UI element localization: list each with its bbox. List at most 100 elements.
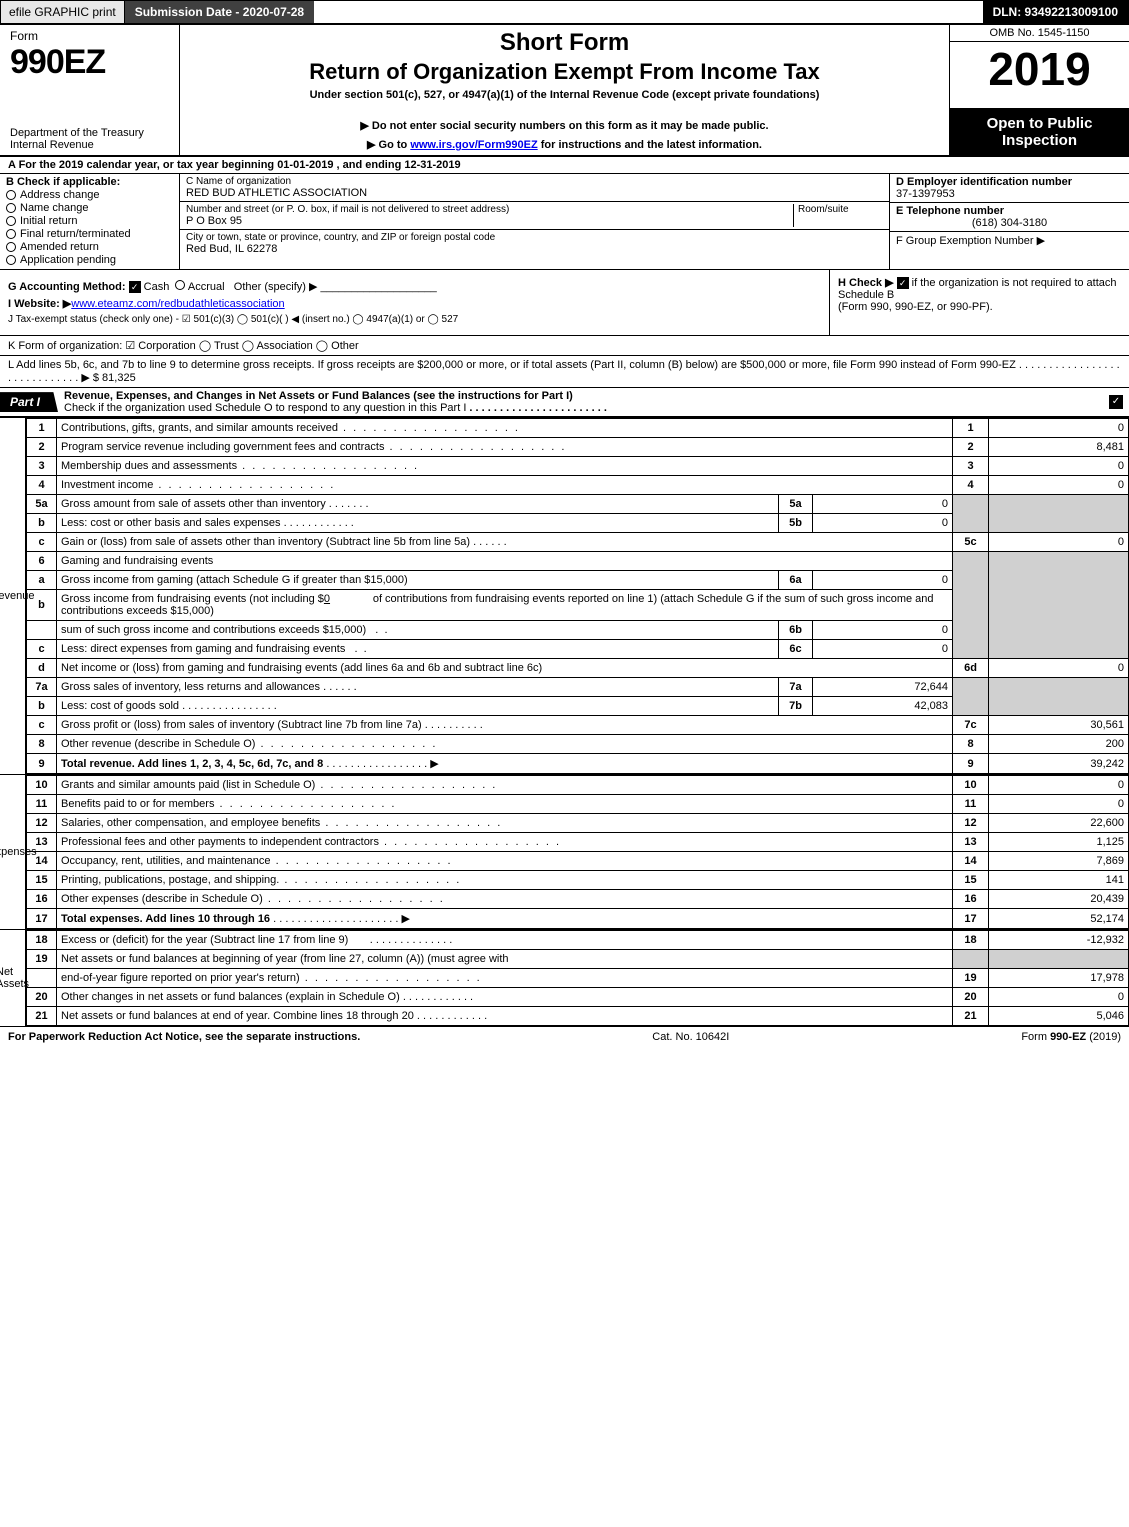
line-val: 17,978 (989, 969, 1129, 988)
website-link[interactable]: www.eteamz.com/redbudathleticassociation (71, 298, 284, 310)
line-val: 8,481 (989, 438, 1129, 457)
section-b: B Check if applicable: Address change Na… (0, 174, 180, 269)
c-street-label: Number and street (or P. O. box, if mail… (186, 204, 793, 215)
circle-icon[interactable] (6, 203, 16, 213)
line-desc: Other revenue (describe in Schedule O) (61, 738, 255, 750)
dept-line1: Department of the Treasury (10, 127, 175, 139)
line-val: 0 (989, 776, 1129, 795)
line-desc: Investment income (61, 479, 153, 491)
line-16: 16Other expenses (describe in Schedule O… (27, 890, 1129, 909)
d-value: 37-1397953 (896, 188, 1123, 200)
line-desc: end-of-year figure reported on prior yea… (61, 972, 300, 984)
checkbox-cash[interactable]: ✓ (129, 281, 141, 293)
l-gross-receipts: L Add lines 5b, 6c, and 7b to line 9 to … (0, 356, 1129, 387)
circle-icon[interactable] (6, 216, 16, 226)
b-item-pending: Application pending (6, 254, 173, 266)
footer-right: Form 990-EZ (2019) (1021, 1031, 1121, 1043)
return-title: Return of Organization Exempt From Incom… (188, 59, 941, 85)
line-18: 18Excess or (deficit) for the year (Subt… (27, 931, 1129, 950)
line-13: 13Professional fees and other payments t… (27, 833, 1129, 852)
d-ein: D Employer identification number 37-1397… (890, 174, 1129, 203)
b-item-final: Final return/terminated (6, 228, 173, 240)
line-10: 10Grants and similar amounts paid (list … (27, 776, 1129, 795)
revenue-side: Revenue (0, 418, 26, 774)
d-label: D Employer identification number (896, 176, 1123, 188)
line-7a: 7aGross sales of inventory, less returns… (27, 678, 1129, 697)
circle-icon[interactable] (6, 190, 16, 200)
line-1: 1Contributions, gifts, grants, and simil… (27, 419, 1129, 438)
b-item-label: Name change (20, 202, 89, 214)
g-label: G Accounting Method: (8, 281, 126, 293)
line-val: 22,600 (989, 814, 1129, 833)
e-label: E Telephone number (896, 205, 1123, 217)
page-footer: For Paperwork Reduction Act Notice, see … (0, 1027, 1129, 1047)
part1-title: Revenue, Expenses, and Changes in Net As… (64, 390, 573, 402)
b-item-label: Amended return (20, 241, 99, 253)
expenses-table: 10Grants and similar amounts paid (list … (26, 775, 1129, 929)
goto-link[interactable]: www.irs.gov/Form990EZ (410, 139, 537, 151)
i-website: I Website: ▶www.eteamz.com/redbudathleti… (8, 297, 821, 310)
line-5c: cGain or (loss) from sale of assets othe… (27, 533, 1129, 552)
g-cash: Cash (144, 281, 170, 293)
line-2: 2Program service revenue including gover… (27, 438, 1129, 457)
goto-pre: ▶ Go to (367, 139, 410, 151)
line-val: 52,174 (989, 909, 1129, 929)
revenue-table: 1Contributions, gifts, grants, and simil… (26, 418, 1129, 774)
line-desc: Gaming and fundraising events (57, 552, 953, 571)
line-19b: end-of-year figure reported on prior yea… (27, 969, 1129, 988)
circle-icon[interactable] (175, 280, 185, 290)
line-val: 39,242 (989, 754, 1129, 774)
line-desc: Excess or (deficit) for the year (Subtra… (61, 934, 348, 946)
b-item-label: Application pending (20, 254, 116, 266)
line-desc: Contributions, gifts, grants, and simila… (61, 422, 338, 434)
line-subval: 0 (813, 621, 953, 640)
part1-sub: Check if the organization used Schedule … (64, 402, 466, 414)
netassets-table: 18Excess or (deficit) for the year (Subt… (26, 930, 1129, 1026)
a-tax-year-bar: A For the 2019 calendar year, or tax yea… (0, 157, 1129, 174)
line-21: 21Net assets or fund balances at end of … (27, 1007, 1129, 1026)
line-desc: Other expenses (describe in Schedule O) (61, 893, 263, 905)
top-bar: efile GRAPHIC print Submission Date - 20… (0, 0, 1129, 25)
line-desc: Other changes in net assets or fund bala… (61, 991, 400, 1003)
line-subval: 72,644 (813, 678, 953, 697)
line-val: 7,869 (989, 852, 1129, 871)
part1-header: Part I Revenue, Expenses, and Changes in… (0, 387, 1129, 417)
line-desc: Total revenue. Add lines 1, 2, 3, 4, 5c,… (61, 758, 323, 770)
b-item-address: Address change (6, 189, 173, 201)
revenue-section: Revenue 1Contributions, gifts, grants, a… (0, 417, 1129, 775)
line-desc: Salaries, other compensation, and employ… (61, 817, 320, 829)
line-val: 141 (989, 871, 1129, 890)
line-7c: cGross profit or (loss) from sales of in… (27, 716, 1129, 735)
circle-icon[interactable] (6, 229, 16, 239)
i-label: I Website: ▶ (8, 298, 71, 310)
c-city-label: City or town, state or province, country… (186, 232, 883, 243)
part1-title-wrap: Revenue, Expenses, and Changes in Net As… (58, 388, 1109, 416)
part1-checkbox[interactable]: ✓ (1109, 395, 1123, 409)
line-desc: Grants and similar amounts paid (list in… (61, 779, 315, 791)
line-subval: 42,083 (813, 697, 953, 716)
topbar-spacer (314, 1, 982, 23)
circle-icon[interactable] (6, 242, 16, 252)
goto-line: ▶ Go to www.irs.gov/Form990EZ for instru… (188, 138, 941, 151)
line-9: 9Total revenue. Add lines 1, 2, 3, 4, 5c… (27, 754, 1129, 774)
b-item-amended: Amended return (6, 241, 173, 253)
dln: DLN: 93492213009100 (983, 1, 1128, 23)
circle-icon[interactable] (6, 255, 16, 265)
b-item-label: Initial return (20, 215, 77, 227)
b-header: B Check if applicable: (6, 176, 173, 188)
line-3: 3Membership dues and assessments30 (27, 457, 1129, 476)
l-text: L Add lines 5b, 6c, and 7b to line 9 to … (8, 359, 1120, 384)
line-desc: Printing, publications, postage, and shi… (61, 874, 279, 886)
line-desc: Total expenses. Add lines 10 through 16 (61, 913, 270, 925)
b-item-name: Name change (6, 202, 173, 214)
line-desc: Net assets or fund balances at end of ye… (61, 1010, 414, 1022)
efile-label[interactable]: efile GRAPHIC print (1, 1, 125, 23)
line-desc: Less: cost or other basis and sales expe… (61, 517, 281, 529)
h-checkbox[interactable]: ✓ (897, 277, 909, 289)
line-17: 17Total expenses. Add lines 10 through 1… (27, 909, 1129, 929)
line-val: 0 (989, 419, 1129, 438)
line-19a: 19Net assets or fund balances at beginni… (27, 950, 1129, 969)
c-city-value: Red Bud, IL 62278 (186, 243, 883, 255)
c-name-label: C Name of organization (186, 176, 883, 187)
k-form-org: K Form of organization: ☑ Corporation ◯ … (0, 336, 1129, 356)
